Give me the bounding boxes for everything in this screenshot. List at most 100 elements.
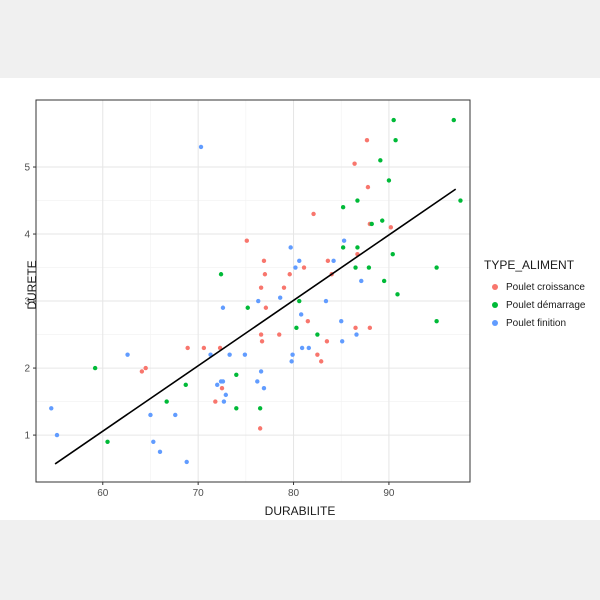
data-point [213,399,218,404]
legend-item-croissance: Poulet croissance [484,278,586,296]
data-point [256,298,261,304]
data-point [391,117,396,123]
data-point [289,359,294,364]
data-point [395,292,400,297]
data-point [324,339,330,344]
data-point [359,278,364,284]
data-point [255,379,260,384]
data-point [262,272,268,277]
data-point [353,265,358,270]
data-point [105,439,110,444]
data-point [366,265,372,270]
chart-figure: 60 70 80 90 1 2 3 4 5 DURETE DURABILITE TYPE_ALI… [0,78,600,520]
data-point [259,339,265,344]
x-tick-label: 90 [383,488,395,499]
data-point [245,305,250,310]
data-point [323,298,329,304]
data-point [185,345,190,351]
legend-label: Poulet finition [506,317,567,329]
y-tick-label: 5 [24,163,30,174]
data-point [54,432,60,438]
data-point [380,218,385,223]
data-point [352,161,357,166]
data-point [364,138,370,143]
data-point [277,332,282,337]
data-point [242,352,248,357]
data-point [198,144,204,150]
data-point [157,449,163,455]
data-point [244,238,249,243]
y-axis-title: DURETE [25,260,39,310]
data-point [287,272,292,277]
data-point [183,382,188,388]
data-point [355,198,360,203]
data-point [290,352,295,357]
data-point [227,352,232,357]
data-point [354,332,359,337]
data-point [288,245,293,250]
data-point [221,399,227,404]
data-point [263,305,269,310]
data-point [341,238,347,243]
data-point [315,352,320,357]
data-point [92,365,98,371]
data-point [184,459,189,465]
x-tick-label: 60 [97,488,109,499]
data-point [340,205,346,210]
data-point [311,211,316,217]
data-point [218,272,224,277]
data-point [298,312,304,317]
data-point [434,318,439,324]
data-point [277,295,283,300]
data-point [301,265,307,270]
data-point [293,265,298,270]
x-tick-label: 70 [193,488,205,499]
data-point [139,369,145,374]
data-point [148,412,153,418]
panel-border [35,99,471,483]
data-point [305,318,311,324]
y-tick-label: 3 [24,297,30,308]
data-point [173,412,178,418]
data-point [297,298,302,304]
data-point [215,382,220,388]
data-point [315,332,320,337]
data-point [306,345,311,351]
legend-item-demarrage: Poulet démarrage [484,296,586,314]
data-point [331,258,336,264]
data-point [451,117,456,123]
data-point [219,385,225,391]
data-point [258,332,264,337]
legend-key-finition [492,320,498,326]
data-point [299,345,305,351]
data-point [355,245,360,250]
data-point [220,305,226,310]
data-point [365,184,371,190]
data-point [49,406,54,411]
data-point [388,225,394,230]
data-point [390,251,395,257]
data-point [353,325,358,331]
data-point [234,406,239,411]
data-point [257,406,263,411]
data-point [458,198,463,203]
data-point [434,265,439,270]
y-tick-label: 2 [24,364,30,375]
data-point [258,285,264,290]
data-point [281,285,287,290]
data-point [393,138,398,143]
data-point [319,359,324,364]
data-point [339,339,345,344]
legend-key-croissance [492,284,498,290]
legend-label: Poulet démarrage [506,299,586,311]
data-point [258,369,264,374]
data-point [297,258,302,264]
data-point [367,325,373,331]
data-point [223,392,229,398]
data-point [220,379,226,384]
data-point [234,372,239,377]
data-point [125,352,130,357]
data-point [386,178,392,183]
plot-panel [36,100,470,482]
trend-line [54,188,457,465]
